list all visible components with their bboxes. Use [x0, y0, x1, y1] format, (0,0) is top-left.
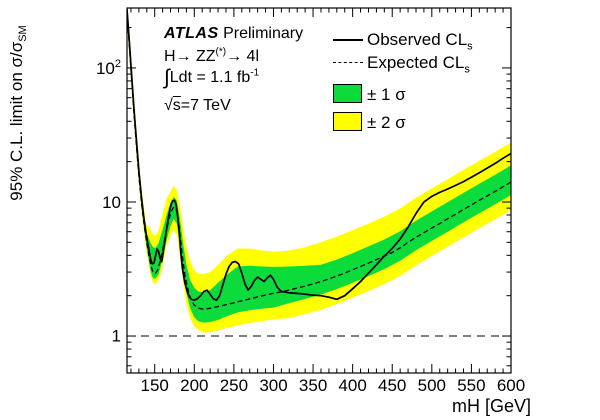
- x-tick-label: 450: [378, 376, 406, 395]
- info-atlas-preliminary: ATLAS Preliminary: [164, 25, 304, 42]
- plot-area: [127, 8, 511, 337]
- x-tick-label: 350: [299, 376, 327, 395]
- plot-frame: [126, 7, 512, 374]
- expected-line-sample: [333, 62, 363, 63]
- x-tick-labels: 150 200 250 300 350 400 450 500 550 600: [141, 376, 526, 395]
- observed-line-sample: [333, 39, 363, 41]
- x-tick-label: 400: [338, 376, 366, 395]
- info-channel: H→ ZZ(*)→ 4l: [164, 46, 260, 65]
- x-tick-label: 150: [141, 376, 169, 395]
- x-tick-label: 200: [180, 376, 208, 395]
- legend-one-sigma: ± 1 σ: [367, 85, 406, 104]
- expected-curve: [127, 12, 511, 310]
- y-tick-label-100: 102: [96, 58, 121, 78]
- two-sigma-swatch: [333, 112, 362, 131]
- atlas-brand: ATLAS: [164, 25, 219, 42]
- legend-two-sigma: ± 2 σ: [367, 113, 406, 132]
- y-axis-title: 95% C.L. limit on σ/σSM: [7, 25, 29, 200]
- axis-ticks: [127, 8, 512, 373]
- x-tick-label: 550: [457, 376, 485, 395]
- x-axis-title: mH [GeV]: [452, 396, 531, 416]
- one-sigma-swatch: [333, 84, 362, 103]
- info-luminosity: ∫Ldt = 1.1 fb-1: [164, 66, 260, 89]
- y-tick-label-1: 1: [112, 327, 121, 346]
- legend-observed: Observed CLs: [367, 30, 473, 53]
- y-tick-labels: 1 10 102: [96, 58, 121, 346]
- y-tick-label-10: 10: [102, 193, 121, 212]
- observed-curve: [127, 8, 511, 302]
- one-sigma-band: [127, 8, 511, 323]
- legend-expected: Expected CLs: [367, 53, 470, 76]
- two-sigma-band: [127, 8, 511, 333]
- info-energy: √s=7 TeV: [164, 97, 231, 114]
- x-tick-label: 600: [497, 376, 525, 395]
- x-tick-label: 300: [259, 376, 287, 395]
- x-tick-label: 500: [418, 376, 446, 395]
- x-tick-label: 250: [220, 376, 248, 395]
